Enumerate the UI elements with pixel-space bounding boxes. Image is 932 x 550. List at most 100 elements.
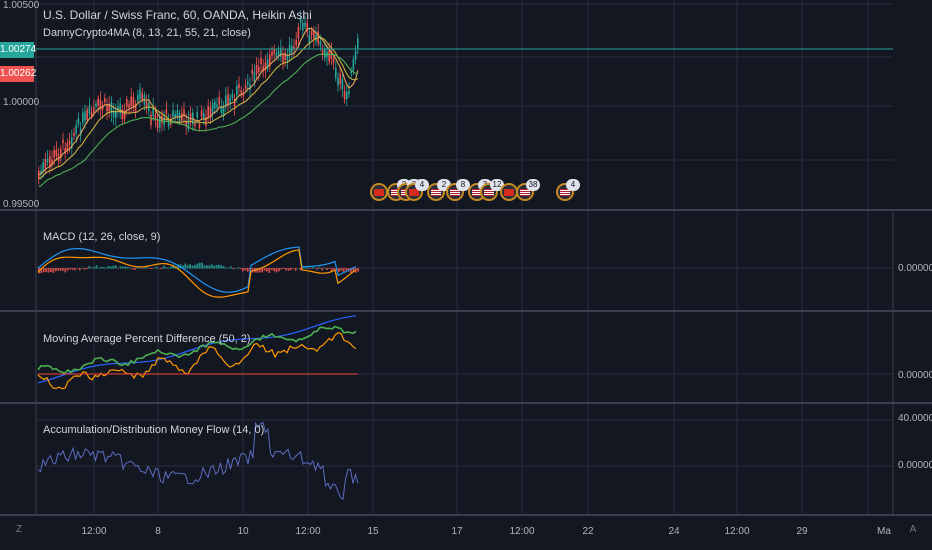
ma-line-21 — [38, 36, 359, 180]
macd-histogram-bar — [134, 268, 136, 270]
candle-body — [295, 39, 297, 46]
candle-body — [141, 93, 143, 100]
event-marker[interactable]: 2 — [427, 179, 451, 201]
adm-label[interactable]: Accumulation/Distribution Money Flow (14… — [43, 424, 265, 436]
candle-body — [139, 89, 141, 100]
macd-histogram-bar — [215, 265, 218, 269]
pane-separators[interactable] — [0, 0, 932, 516]
candle-body — [51, 159, 53, 166]
macd-histogram-bar — [69, 268, 71, 270]
candle-body — [189, 113, 192, 122]
candle-body — [42, 161, 44, 172]
event-marker[interactable] — [370, 183, 388, 201]
bid-price-tag: 1.00262 — [0, 66, 36, 82]
candle-body — [176, 110, 179, 116]
macd-histogram-bar — [278, 268, 280, 272]
time-label: 12:00 — [724, 526, 750, 537]
mapd-axis-zero: 0.00000 — [898, 370, 932, 381]
us-flag-icon — [520, 189, 530, 196]
candle-body — [71, 137, 73, 149]
symbol-title[interactable]: U.S. Dollar / Swiss Franc, 60, OANDA, He… — [43, 8, 312, 22]
macd-histogram-bar — [40, 268, 43, 274]
candle-body — [225, 95, 227, 107]
candle-body — [145, 101, 148, 108]
candle-body — [218, 97, 220, 105]
event-marker[interactable]: 12 — [480, 179, 504, 201]
mapd-label[interactable]: Moving Average Percent Difference (50, 2… — [43, 333, 251, 345]
price-axis-top: 1.00500 — [3, 0, 40, 11]
macd-histogram-bar — [244, 268, 247, 271]
candle-body — [284, 52, 286, 60]
macd-histogram-bar — [206, 265, 208, 269]
macd-histogram-bar — [146, 267, 148, 269]
auto-scale-button[interactable]: A — [909, 524, 917, 535]
event-marker[interactable]: 8 — [446, 179, 470, 201]
candle-body — [220, 106, 223, 114]
candle-body — [159, 116, 161, 128]
macd-histogram-bar — [326, 268, 328, 270]
candle-body — [253, 72, 256, 83]
event-marker[interactable]: 4 — [405, 179, 429, 201]
macd-histogram-bar — [273, 268, 275, 272]
candle-body — [227, 94, 229, 105]
macd-histogram-bar — [318, 267, 321, 269]
candle-body — [88, 105, 91, 114]
macd-histogram-bar — [50, 268, 52, 272]
macd-histogram-bar — [258, 268, 261, 273]
candle-body — [350, 70, 352, 74]
candle-body — [97, 98, 99, 106]
candle-body — [203, 113, 205, 119]
last-price-tag: 1.00274 — [0, 42, 36, 58]
macd-histogram-bar — [186, 265, 189, 269]
macd-histogram-bar — [107, 265, 110, 269]
macd-histogram-bar — [232, 268, 235, 270]
candle-body — [328, 50, 330, 62]
candle-body — [236, 85, 238, 96]
candle-body — [313, 30, 315, 39]
macd-histogram-bar — [234, 267, 237, 269]
candle-body — [304, 22, 306, 27]
mapd-indicator — [37, 315, 358, 390]
candle-body — [273, 49, 275, 54]
candle-body — [216, 104, 218, 108]
candle-body — [154, 114, 157, 121]
candle-body — [165, 109, 168, 114]
macd-histogram-bar — [198, 262, 201, 269]
candle-body — [132, 96, 135, 108]
candle-body — [106, 104, 108, 112]
macd-histogram-bar — [342, 268, 345, 272]
macd-histogram-bar — [95, 265, 98, 269]
swiss-flag-icon — [409, 189, 419, 196]
macd-histogram-bar — [47, 268, 50, 273]
macd-histogram-bar — [143, 267, 146, 269]
candle-body — [93, 107, 95, 113]
candle-body — [238, 84, 240, 89]
macd-histogram-bar — [177, 264, 179, 269]
macd-histogram-bar — [191, 265, 194, 269]
candle-body — [324, 48, 326, 59]
event-marker[interactable]: 4 — [556, 179, 580, 201]
candle-body — [73, 132, 75, 136]
event-marker[interactable]: 38 — [516, 179, 540, 201]
macd-histogram-bar — [112, 265, 115, 269]
adm-axis-zero: 0.00000 — [898, 460, 932, 471]
macd-histogram-bar — [122, 266, 124, 269]
candle-body — [194, 123, 196, 127]
macd-label[interactable]: MACD (12, 26, close, 9) — [43, 231, 161, 243]
macd-indicator — [37, 246, 359, 298]
candle-body — [62, 139, 64, 144]
us-flag-icon — [391, 189, 401, 196]
time-label: 22 — [582, 526, 594, 537]
candle-body — [49, 155, 51, 168]
candle-body — [82, 112, 84, 123]
candle-body — [297, 27, 300, 39]
timezone-button[interactable]: Z — [15, 524, 23, 535]
macd-histogram-bar — [196, 263, 199, 269]
candle-body — [196, 112, 198, 118]
macd-histogram-bar — [246, 268, 249, 272]
candle-body — [55, 149, 58, 156]
ma-indicator-label[interactable]: DannyCrypto4MA (8, 13, 21, 55, 21, close… — [43, 27, 251, 39]
macd-histogram-bar — [86, 268, 88, 270]
price-axis-mid: 1.00000 — [3, 97, 40, 108]
